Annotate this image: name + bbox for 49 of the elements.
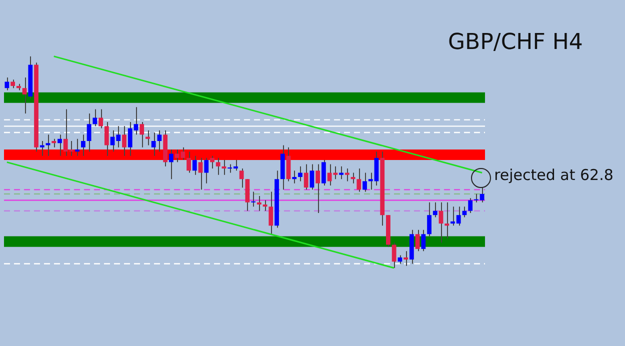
candlestick <box>298 166 302 182</box>
candlestick <box>146 130 150 146</box>
candlestick <box>321 160 326 186</box>
candlestick <box>404 250 408 266</box>
candlestick <box>427 202 432 237</box>
candlestick <box>98 108 103 129</box>
candlestick <box>339 166 344 180</box>
candlestick <box>92 108 98 127</box>
candlestick <box>140 121 144 148</box>
candlestick <box>198 157 203 190</box>
candlestick <box>421 229 426 252</box>
chart-title: GBP/CHF H4 <box>448 30 583 55</box>
candlestick <box>344 168 350 182</box>
candlestick <box>157 130 162 152</box>
candlestick <box>268 191 274 235</box>
candlestick <box>392 242 396 268</box>
candlestick <box>122 126 126 156</box>
candlestick <box>444 202 450 239</box>
candlestick <box>304 164 308 190</box>
candlestick <box>362 172 367 192</box>
candlestick <box>292 170 297 184</box>
candlestick <box>186 151 191 174</box>
candlestick <box>245 178 250 212</box>
text: rejected at 62.8 <box>494 166 614 184</box>
candlestick <box>251 191 256 208</box>
candlestick <box>239 168 244 188</box>
candlestick <box>80 134 86 156</box>
candlestick <box>468 198 473 214</box>
candlestick <box>286 146 291 182</box>
candlestick <box>151 132 156 156</box>
candlestick <box>58 134 62 156</box>
candlestick <box>4 77 10 91</box>
candlestick <box>356 168 362 192</box>
candlestick <box>86 112 92 152</box>
candlestick <box>168 148 174 180</box>
candlestick <box>22 77 27 114</box>
candlestick <box>415 229 420 252</box>
candlestick <box>216 157 220 176</box>
candlestick <box>310 164 314 190</box>
candlestick <box>75 138 80 156</box>
candlestick <box>256 196 262 212</box>
candlestick <box>104 121 109 156</box>
candlestick <box>40 140 44 156</box>
candlestick <box>316 164 320 214</box>
candlestick <box>204 157 209 184</box>
candlestick <box>432 202 438 218</box>
candlestick <box>192 155 197 176</box>
candlestick <box>438 202 444 244</box>
candlestick <box>210 155 214 170</box>
